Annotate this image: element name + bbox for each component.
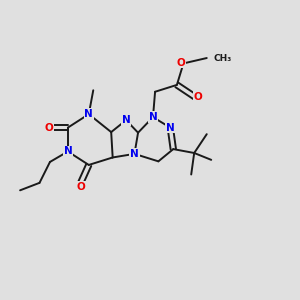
Text: CH₃: CH₃ bbox=[213, 53, 232, 62]
Text: O: O bbox=[194, 92, 203, 102]
Text: N: N bbox=[84, 109, 93, 119]
Text: N: N bbox=[122, 115, 130, 125]
Text: N: N bbox=[130, 149, 139, 159]
Text: N: N bbox=[166, 123, 175, 133]
Text: N: N bbox=[64, 146, 72, 157]
Text: N: N bbox=[148, 112, 158, 122]
Text: O: O bbox=[176, 58, 185, 68]
Text: O: O bbox=[76, 182, 85, 192]
Text: O: O bbox=[44, 123, 53, 133]
